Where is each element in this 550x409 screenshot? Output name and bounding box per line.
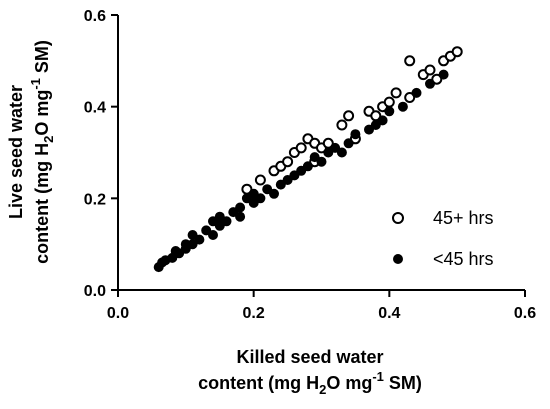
point-45plus (282, 156, 294, 168)
point-under45 (411, 87, 422, 98)
x-axis-title-post: SM) (384, 373, 422, 393)
point-under45 (221, 216, 232, 227)
x-ticks: 0.0 0.2 0.4 0.6 (107, 290, 536, 322)
point-under45 (180, 243, 191, 254)
x-axis-title-line1: Killed seed water (236, 347, 383, 367)
point-under45 (187, 230, 198, 240)
point-45plus (336, 119, 348, 131)
point-under45 (282, 175, 293, 185)
point-under45 (370, 120, 381, 130)
point-under45 (208, 230, 218, 240)
point-under45 (275, 179, 286, 190)
legend: 45+ hrs <45 hrs (392, 208, 494, 269)
point-under45 (208, 216, 218, 227)
point-under45 (255, 193, 266, 204)
x-tick-label: 0.0 (107, 305, 129, 322)
point-45plus (295, 142, 307, 154)
point-under45 (336, 147, 347, 158)
point-under45 (228, 207, 239, 218)
point-45plus (343, 110, 355, 122)
point-under45 (289, 170, 300, 181)
point-under45 (309, 152, 320, 163)
y-tick-label: 0.2 (84, 191, 106, 208)
point-under45 (194, 234, 205, 245)
y-tick-label: 0.4 (84, 100, 106, 117)
x-axis-title-pre: content (mg H (198, 373, 319, 393)
point-45plus (404, 92, 416, 103)
point-under45 (397, 101, 408, 112)
y-axis-title: Live seed water content (mg H2O mg-1 SM) (6, 40, 56, 264)
data-points (153, 46, 463, 273)
point-under45 (377, 115, 388, 126)
x-axis-title-line2: content (mg H2O mg-1 SM) (198, 369, 422, 397)
point-under45 (343, 138, 354, 149)
point-under45 (384, 106, 395, 117)
point-45plus (404, 55, 416, 67)
y-axis-title-sub: 2 (41, 136, 56, 143)
x-tick-label: 0.6 (514, 305, 536, 322)
legend-marker-45plus (392, 212, 404, 224)
y-axis-title-line2: content (mg H2O mg-1 SM) (28, 40, 56, 264)
y-axis-title-mid: O mg (32, 90, 52, 136)
point-under45 (201, 225, 212, 236)
point-under45 (241, 193, 252, 204)
point-under45 (235, 211, 246, 222)
y-axis-title-post: SM) (32, 40, 52, 78)
point-45plus (431, 73, 443, 85)
y-axis-title-line1: Live seed water (6, 85, 26, 219)
point-under45 (214, 211, 225, 222)
y-ticks: 0.0 0.2 0.4 0.6 (84, 8, 118, 300)
plot-area: 0.0 0.2 0.4 0.6 0.0 0.2 0.4 0.6 (84, 8, 536, 322)
point-under45 (235, 202, 246, 213)
point-45plus (383, 96, 395, 108)
y-tick-label: 0.6 (84, 8, 106, 25)
y-tick-label: 0.0 (84, 283, 106, 300)
point-under45 (262, 184, 273, 195)
point-45plus (424, 64, 436, 76)
legend-marker-under45 (393, 254, 403, 264)
point-under45 (316, 156, 327, 167)
point-under45 (330, 142, 341, 153)
point-under45 (425, 78, 435, 89)
point-under45 (269, 188, 279, 199)
point-45plus (451, 46, 463, 58)
x-tick-label: 0.2 (243, 305, 265, 322)
x-axis-title-mid: O mg (326, 373, 372, 393)
point-45plus (254, 174, 266, 186)
x-axis-title-sup: -1 (372, 369, 384, 384)
point-under45 (438, 69, 449, 80)
y-axis-title-sup: -1 (28, 78, 43, 90)
point-under45 (364, 124, 374, 135)
x-axis-title-sub: 2 (319, 382, 326, 397)
point-under45 (302, 161, 313, 172)
point-45plus (390, 87, 402, 99)
x-tick-label: 0.4 (378, 305, 400, 322)
y-axis-title-pre: content (mg H (32, 143, 52, 264)
point-under45 (323, 147, 334, 158)
legend-label-under45: <45 hrs (433, 249, 494, 269)
point-under45 (350, 129, 361, 140)
legend-label-45plus: 45+ hrs (433, 208, 494, 228)
